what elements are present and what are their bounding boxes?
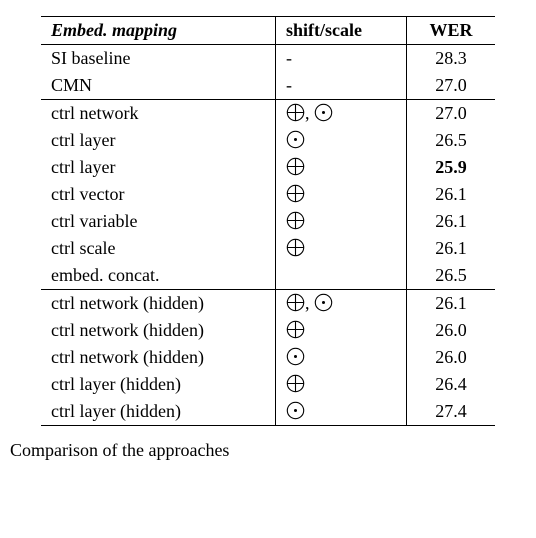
cell-mapping: ctrl vector: [41, 181, 276, 208]
header-row: Embed. mapping shift/scale WER: [41, 17, 495, 45]
cell-wer: 25.9: [407, 154, 496, 181]
cell-mapping: ctrl network: [41, 100, 276, 128]
cell-shift: [276, 154, 407, 181]
cell-wer: 26.0: [407, 344, 496, 371]
op-separator: ,: [305, 293, 314, 313]
table-row: ctrl variable 26.1: [41, 208, 495, 235]
circled-plus-icon: [286, 320, 305, 339]
cell-shift: -: [276, 72, 407, 100]
cell-shift: [276, 317, 407, 344]
cell-wer: 26.1: [407, 290, 496, 318]
table-row: ctrl network (hidden) 26.0: [41, 317, 495, 344]
cell-wer: 26.5: [407, 262, 496, 290]
cell-mapping: ctrl layer: [41, 154, 276, 181]
circled-dot-icon: [286, 130, 305, 149]
table-row: ctrl vector 26.1: [41, 181, 495, 208]
table-row: embed. concat. 26.5: [41, 262, 495, 290]
cell-shift: [276, 371, 407, 398]
circled-dot-icon: [286, 347, 305, 366]
table-row: CMN-27.0: [41, 72, 495, 100]
cell-mapping: CMN: [41, 72, 276, 100]
cell-shift: -: [276, 45, 407, 73]
circled-dot-icon: [286, 401, 305, 420]
cell-wer: 26.1: [407, 208, 496, 235]
cell-shift: ,: [276, 290, 407, 318]
cell-wer: 27.0: [407, 100, 496, 128]
circled-plus-icon: [286, 238, 305, 257]
cell-mapping: ctrl variable: [41, 208, 276, 235]
cell-mapping: ctrl scale: [41, 235, 276, 262]
cell-wer: 27.0: [407, 72, 496, 100]
cell-shift: [276, 208, 407, 235]
cell-wer: 27.4: [407, 398, 496, 426]
hdr-shift: shift/scale: [276, 17, 407, 45]
cell-shift: [276, 127, 407, 154]
op-separator: ,: [305, 103, 314, 123]
cell-mapping: ctrl network (hidden): [41, 317, 276, 344]
table-row: ctrl layer (hidden) 26.4: [41, 371, 495, 398]
cell-shift: [276, 398, 407, 426]
table-row: ctrl layer 26.5: [41, 127, 495, 154]
cell-mapping: ctrl network (hidden): [41, 344, 276, 371]
table-row: ctrl scale 26.1: [41, 235, 495, 262]
cell-wer: 26.1: [407, 181, 496, 208]
cell-wer: 26.1: [407, 235, 496, 262]
cell-mapping: embed. concat.: [41, 262, 276, 290]
table-row: ctrl network , 27.0: [41, 100, 495, 128]
circled-dot-icon: [314, 293, 333, 312]
hdr-mapping: Embed. mapping: [41, 17, 276, 45]
cell-mapping: ctrl layer (hidden): [41, 398, 276, 426]
cell-mapping: ctrl network (hidden): [41, 290, 276, 318]
cell-mapping: SI baseline: [41, 45, 276, 73]
results-table: Embed. mapping shift/scale WER SI baseli…: [41, 16, 495, 426]
cell-shift: [276, 344, 407, 371]
circled-plus-icon: [286, 157, 305, 176]
cell-wer: 28.3: [407, 45, 496, 73]
table-row: ctrl layer (hidden) 27.4: [41, 398, 495, 426]
circled-plus-icon: [286, 184, 305, 203]
circled-dot-icon: [314, 103, 333, 122]
cell-wer: 26.0: [407, 317, 496, 344]
table-caption: Comparison of the approaches: [10, 426, 526, 461]
cell-shift: ,: [276, 100, 407, 128]
cell-shift: [276, 262, 407, 290]
cell-wer: 26.5: [407, 127, 496, 154]
hdr-wer: WER: [407, 17, 496, 45]
table-row: ctrl network (hidden) , 26.1: [41, 290, 495, 318]
cell-mapping: ctrl layer (hidden): [41, 371, 276, 398]
circled-plus-icon: [286, 374, 305, 393]
cell-wer: 26.4: [407, 371, 496, 398]
table-row: ctrl network (hidden) 26.0: [41, 344, 495, 371]
caption-text: Comparison of the approaches: [10, 440, 229, 460]
circled-plus-icon: [286, 211, 305, 230]
cell-mapping: ctrl layer: [41, 127, 276, 154]
circled-plus-icon: [286, 103, 305, 122]
table-row: SI baseline-28.3: [41, 45, 495, 73]
cell-shift: [276, 235, 407, 262]
circled-plus-icon: [286, 293, 305, 312]
cell-shift: [276, 181, 407, 208]
table-row: ctrl layer 25.9: [41, 154, 495, 181]
